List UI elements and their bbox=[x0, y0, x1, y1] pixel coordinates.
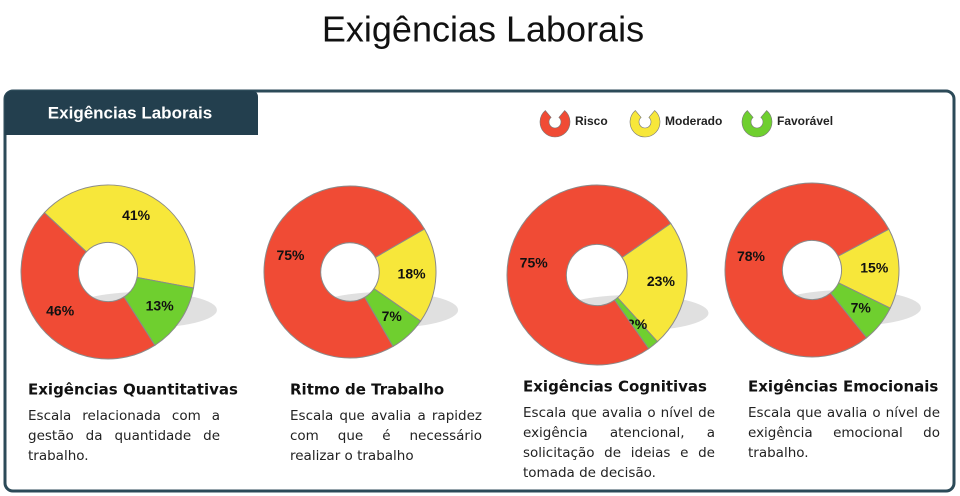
chart-description: Escala relacionada com a gestão da quant… bbox=[28, 408, 220, 464]
page-title: Exigências Laborais bbox=[322, 9, 644, 50]
data-label: 41% bbox=[122, 207, 151, 223]
panel bbox=[3, 89, 956, 493]
donut-slice bbox=[724, 182, 890, 358]
donut-slice bbox=[263, 185, 426, 359]
chart-description: Escala que avalia a rapidez com que é ne… bbox=[290, 408, 482, 464]
donut-slice bbox=[373, 228, 437, 322]
legend-label: Moderado bbox=[665, 114, 722, 128]
data-label: 7% bbox=[382, 308, 403, 324]
legend-label: Favorável bbox=[777, 114, 833, 128]
legend-icon bbox=[539, 110, 571, 138]
donut-slice bbox=[616, 222, 688, 343]
data-label: 75% bbox=[276, 247, 305, 263]
data-label: 46% bbox=[46, 303, 75, 319]
panel-title: Exigências Laborais bbox=[48, 103, 212, 122]
chart-title: Exigências Cognitivas bbox=[523, 378, 707, 396]
donut-slice bbox=[20, 211, 156, 360]
data-label: 13% bbox=[146, 298, 175, 314]
legend-label: Risco bbox=[575, 114, 608, 128]
chart-title: Exigências Emocionais bbox=[748, 378, 938, 396]
donut-slice bbox=[506, 184, 672, 366]
data-label: 15% bbox=[860, 260, 889, 276]
legend-icon bbox=[741, 110, 773, 138]
data-label: 18% bbox=[398, 265, 427, 281]
chart-description: Escala que avalia o nível de exigência a… bbox=[523, 405, 715, 480]
panel-tab bbox=[5, 91, 258, 135]
chart-title: Ritmo de Trabalho bbox=[290, 381, 444, 399]
legend-icon bbox=[629, 110, 661, 138]
donut-slice bbox=[43, 184, 196, 289]
data-label: 75% bbox=[520, 255, 549, 271]
chart-title: Exigências Quantitativas bbox=[28, 381, 238, 399]
data-label: 78% bbox=[737, 248, 766, 264]
data-label: 7% bbox=[851, 300, 872, 316]
chart-description: Escala que avalia o nível de exigência e… bbox=[748, 405, 940, 461]
data-label: 23% bbox=[647, 273, 676, 289]
